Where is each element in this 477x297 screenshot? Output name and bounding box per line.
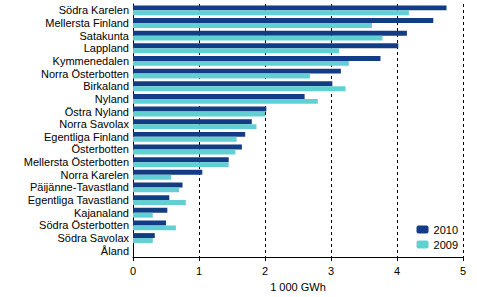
svg-text:0: 0 xyxy=(130,265,136,277)
svg-text:Östra Nyland: Östra Nyland xyxy=(65,106,129,118)
svg-text:2010: 2010 xyxy=(434,224,458,236)
svg-text:4: 4 xyxy=(394,265,400,277)
svg-text:Norra Karelen: Norra Karelen xyxy=(61,169,129,181)
svg-text:2: 2 xyxy=(262,265,268,277)
svg-text:Kymmenedalen: Kymmenedalen xyxy=(53,55,129,67)
svg-text:Södra Karelen: Södra Karelen xyxy=(59,4,129,16)
svg-text:Norra Österbotten: Norra Österbotten xyxy=(41,68,129,80)
svg-text:Södra Österbotten: Södra Österbotten xyxy=(39,219,129,231)
svg-text:Åland: Åland xyxy=(101,245,129,257)
svg-text:Mellersta Finland: Mellersta Finland xyxy=(45,17,129,29)
svg-text:Mellersta Österbotten: Mellersta Österbotten xyxy=(24,156,129,168)
svg-text:3: 3 xyxy=(328,265,334,277)
svg-text:Kajanaland: Kajanaland xyxy=(74,207,129,219)
svg-text:Lappland: Lappland xyxy=(84,42,129,54)
svg-text:Satakunta: Satakunta xyxy=(79,30,129,42)
svg-text:5: 5 xyxy=(460,265,466,277)
svg-text:Egentliga Finland: Egentliga Finland xyxy=(44,131,129,143)
svg-text:Birkaland: Birkaland xyxy=(83,80,129,92)
svg-text:Egentliga Tavastland: Egentliga Tavastland xyxy=(28,194,129,206)
svg-text:Nyland: Nyland xyxy=(95,93,129,105)
svg-text:1 000 GWh: 1 000 GWh xyxy=(270,281,326,293)
svg-text:Päijänne-Tavastland: Päijänne-Tavastland xyxy=(30,181,129,193)
svg-text:Södra Savolax: Södra Savolax xyxy=(57,232,129,244)
svg-text:2009: 2009 xyxy=(434,239,458,251)
svg-text:1: 1 xyxy=(196,265,202,277)
svg-text:Österbotten: Österbotten xyxy=(72,143,129,155)
svg-text:Norra Savolax: Norra Savolax xyxy=(59,118,129,130)
